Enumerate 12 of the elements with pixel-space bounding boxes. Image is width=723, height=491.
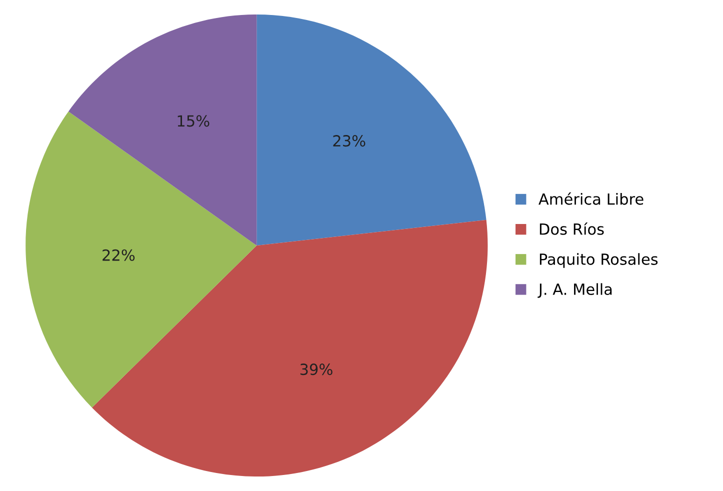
data-label: 15% (178, 115, 210, 127)
legend-label: Paquito Rosales (540, 253, 658, 268)
pie-slice (68, 14, 257, 246)
data-label: 23% (333, 135, 366, 147)
legend-label: J. A. Mella (538, 283, 612, 298)
legend-label: América Libre (538, 192, 644, 205)
legend-label: Dos Ríos (540, 222, 604, 235)
data-label: 39% (300, 364, 332, 376)
pie-slice (256, 14, 486, 246)
pie-slice (92, 220, 488, 477)
pie-slice (26, 111, 257, 408)
data-label: 22% (102, 249, 135, 261)
